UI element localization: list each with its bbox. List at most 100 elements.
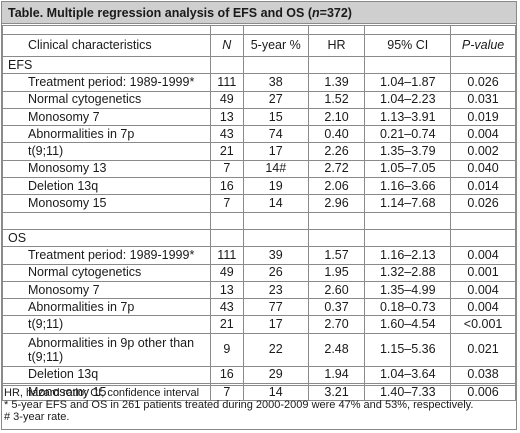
- row-name: Monosomy 7: [2, 107, 211, 127]
- row-pct: 38: [242, 73, 309, 92]
- row-ci: 0.21–0.74: [364, 125, 452, 144]
- row-ci: 1.04–1.87: [364, 73, 452, 92]
- row-name: Normal cytogenetics: [2, 90, 211, 109]
- table-row: Treatment period: 1989-1999* 111 39 1.57 1.1…: [2, 246, 516, 265]
- row-hr: 2.96: [307, 194, 366, 213]
- row-hr: 3.21: [307, 383, 366, 402]
- row-n: 9: [209, 332, 244, 367]
- col-five-year: 5-year %: [242, 34, 309, 57]
- row-pct: 17: [242, 315, 309, 334]
- footnote-abbrev: HR, hazard ratio; CI, confidence interva…: [4, 387, 200, 399]
- row-ci: 1.15–5.36: [364, 332, 452, 367]
- header-row: Clinical characteristics N 5-year % HR 9…: [2, 34, 516, 57]
- row-name: t(9;11): [2, 142, 211, 161]
- row-pct: 17: [242, 142, 309, 161]
- table-row: Abnormalities in 7p 43 77 0.37 0.18–0.73 0.00…: [2, 298, 516, 317]
- row-p: 0.021: [450, 332, 516, 367]
- row-hr: 1.57: [307, 246, 366, 265]
- row-p: 0.004: [450, 246, 516, 265]
- col-hr: HR: [307, 34, 366, 57]
- row-n: 49: [209, 90, 244, 109]
- table-row: t(9;11) 21 17 2.26 1.35–3.79 0.002: [2, 142, 516, 161]
- title-n: n: [312, 6, 320, 20]
- footnotes: HR, hazard ratio; CI, confidence interva…: [2, 385, 516, 423]
- spacer-row: [2, 25, 516, 35]
- row-name: Treatment period: 1989-1999*: [2, 73, 211, 92]
- row-hr: 1.39: [307, 73, 366, 92]
- row-n: 43: [209, 298, 244, 317]
- footnote-hash: # 3-year rate.: [4, 411, 70, 423]
- section-os: OS: [2, 228, 516, 248]
- row-n: 21: [209, 315, 244, 334]
- table-row: Monosomy 7 13 15 2.10 1.13–3.91 0.019: [2, 107, 516, 127]
- row-p: <0.001: [450, 315, 516, 334]
- blank-row: [2, 211, 516, 230]
- row-name: Monosomy 15: [2, 194, 211, 213]
- row-name: Monosomy 13: [2, 159, 211, 179]
- row-p: 0.004: [450, 280, 516, 300]
- regression-table: Clinical characteristics N 5-year % HR 9…: [2, 25, 516, 402]
- row-p: 0.038: [450, 365, 516, 385]
- table-row: Monosomy 15 7 14 3.21 1.40–7.33 0.006: [2, 383, 516, 402]
- row-ci: 1.14–7.68: [364, 194, 452, 213]
- row-name: Monosomy 7: [2, 280, 211, 300]
- row-pct: 15: [242, 107, 309, 127]
- table-row: Deletion 13q 16 19 2.06 1.16–3.66 0.014: [2, 177, 516, 196]
- row-hr: 0.40: [307, 125, 366, 144]
- row-ci: 1.35–4.99: [364, 280, 452, 300]
- row-hr: 2.72: [307, 159, 366, 179]
- row-name: Abnormalities in 9p other than t(9;11): [2, 332, 211, 367]
- row-p: 0.031: [450, 90, 516, 109]
- row-n: 7: [209, 194, 244, 213]
- col-p: P-value: [450, 34, 516, 57]
- row-ci: 1.04–2.23: [364, 90, 452, 109]
- row-hr: 2.06: [307, 177, 366, 196]
- row-n: 16: [209, 365, 244, 385]
- row-p: 0.019: [450, 107, 516, 127]
- section-efs: EFS: [2, 55, 516, 75]
- row-p: 0.004: [450, 298, 516, 317]
- table-row: Monosomy 7 13 23 2.60 1.35–4.99 0.004: [2, 280, 516, 300]
- table-title: Table. Multiple regression analysis of E…: [2, 2, 516, 24]
- row-n: 43: [209, 125, 244, 144]
- row-hr: 2.60: [307, 280, 366, 300]
- title-text: Table. Multiple regression analysis of E…: [8, 6, 313, 20]
- row-ci: 0.18–0.73: [364, 298, 452, 317]
- row-pct: 29: [242, 365, 309, 385]
- row-pct: 19: [242, 177, 309, 196]
- row-pct: 74: [242, 125, 309, 144]
- row-pct: 23: [242, 280, 309, 300]
- row-hr: 2.48: [307, 332, 366, 367]
- row-p: 0.001: [450, 263, 516, 282]
- title-suffix: =372): [319, 6, 352, 20]
- row-pct: 14#: [242, 159, 309, 179]
- row-ci: 1.13–3.91: [364, 107, 452, 127]
- row-p: 0.006: [450, 383, 516, 402]
- row-n: 7: [209, 159, 244, 179]
- section-label-os: OS: [2, 228, 211, 248]
- table-row: Abnormalities in 9p other than t(9;11) 9 2…: [2, 332, 516, 367]
- row-hr: 1.52: [307, 90, 366, 109]
- row-n: 13: [209, 280, 244, 300]
- row-n: 21: [209, 142, 244, 161]
- row-ci: 1.35–3.79: [364, 142, 452, 161]
- row-n: 16: [209, 177, 244, 196]
- row-pct: 14: [242, 194, 309, 213]
- row-name: Treatment period: 1989-1999*: [2, 246, 211, 265]
- row-pct: 77: [242, 298, 309, 317]
- row-hr: 2.26: [307, 142, 366, 161]
- row-name: t(9;11): [2, 315, 211, 334]
- table-row: t(9;11) 21 17 2.70 1.60–4.54 <0.001: [2, 315, 516, 334]
- col-ci: 95% CI: [364, 34, 452, 57]
- row-n: 49: [209, 263, 244, 282]
- table-row: Abnormalities in 7p 43 74 0.40 0.21–0.74 0.00…: [2, 125, 516, 144]
- row-n: 111: [209, 73, 244, 92]
- row-name: Deletion 13q: [2, 365, 211, 385]
- row-p: 0.002: [450, 142, 516, 161]
- table-row: Normal cytogenetics 49 26 1.95 1.32–2.88 0.00…: [2, 263, 516, 282]
- table-row: Monosomy 13 7 14# 2.72 1.05–7.05 0.040: [2, 159, 516, 179]
- row-name: Abnormalities in 7p: [2, 298, 211, 317]
- row-ci: 1.32–2.88: [364, 263, 452, 282]
- table-row: Treatment period: 1989-1999* 111 38 1.39 1.0…: [2, 73, 516, 92]
